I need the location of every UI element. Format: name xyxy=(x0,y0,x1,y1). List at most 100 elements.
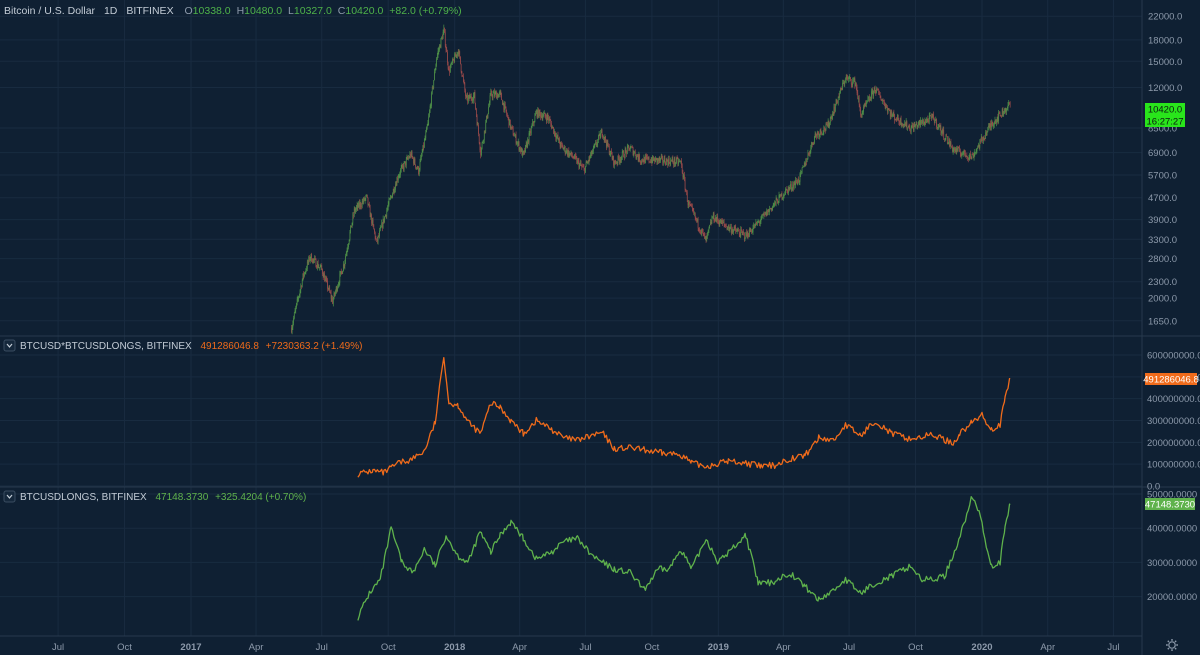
candle-body xyxy=(616,162,617,164)
y-tick-label: 12000.0 xyxy=(1148,83,1182,94)
candle-body xyxy=(764,212,766,215)
candle-body xyxy=(694,213,696,219)
candle-body xyxy=(322,274,324,278)
candle-body xyxy=(845,77,847,81)
candle-body xyxy=(368,204,370,206)
candle-body xyxy=(851,83,853,85)
candle-body xyxy=(835,105,836,112)
pane2-collapse-button[interactable] xyxy=(3,339,16,352)
candle-body xyxy=(291,328,292,333)
candle-body xyxy=(868,97,870,100)
candle-body xyxy=(561,142,562,145)
candle-body xyxy=(739,234,741,237)
candle-body xyxy=(396,178,398,186)
candle-body xyxy=(731,230,733,233)
candle-body xyxy=(486,115,488,119)
candle-body xyxy=(878,89,880,94)
pane3-collapse-button[interactable] xyxy=(3,490,16,503)
candle-body xyxy=(716,216,718,221)
candle-body xyxy=(720,219,721,223)
bar-countdown-badge[interactable]: 16:27:27 xyxy=(1145,115,1185,128)
candle-body xyxy=(382,222,383,228)
candle-body xyxy=(790,184,791,187)
candle-body xyxy=(592,151,593,155)
candle-body xyxy=(741,229,742,232)
candle-body xyxy=(751,230,752,233)
pane3-last-value-badge[interactable]: 47148.3730 xyxy=(1145,498,1195,511)
candle-body xyxy=(652,156,654,161)
candle-body xyxy=(837,101,838,103)
gear-icon[interactable] xyxy=(1166,639,1178,651)
y-tick-label: 22000.0 xyxy=(1148,12,1182,23)
candle-body xyxy=(625,149,627,151)
candle-body xyxy=(418,169,420,175)
candle-body xyxy=(888,109,890,110)
candle-body xyxy=(819,129,821,135)
candle-body xyxy=(416,167,417,169)
candle-body xyxy=(710,221,712,224)
candle-body xyxy=(699,229,700,232)
candle-body xyxy=(301,279,303,287)
y-tick-label: 6900.0 xyxy=(1148,148,1177,159)
candle-body xyxy=(884,105,886,109)
candle-body xyxy=(578,160,580,168)
candle-body xyxy=(715,217,716,222)
candle-body xyxy=(525,145,526,153)
candle-body xyxy=(643,157,645,163)
candle-body xyxy=(470,95,471,99)
candle-body xyxy=(423,140,425,148)
candle-body xyxy=(619,159,621,162)
bar-countdown-bg xyxy=(1145,115,1185,127)
candle-body xyxy=(775,201,776,204)
candle-body xyxy=(372,219,374,225)
main-legend[interactable]: Bitcoin / U.S. Dollar 1D BITFINEX O10338… xyxy=(4,5,462,17)
candle-body xyxy=(978,144,980,148)
candle-body xyxy=(674,158,676,164)
candle-body xyxy=(826,123,828,125)
candle-body xyxy=(761,215,763,220)
candle-body xyxy=(312,258,314,263)
candle-body xyxy=(588,156,590,162)
pane3-collapse-box[interactable] xyxy=(3,490,16,503)
candle-body xyxy=(432,87,434,88)
candle-body xyxy=(561,144,563,146)
candle-body xyxy=(454,54,456,63)
candle-body xyxy=(811,142,813,145)
last-price-badge[interactable]: 10420.0 xyxy=(1145,103,1185,116)
candle-body xyxy=(822,133,823,135)
candle-body xyxy=(675,162,677,164)
candle-body xyxy=(558,138,560,140)
candle-body xyxy=(634,151,635,153)
candle-body xyxy=(856,86,858,93)
candle-body xyxy=(821,132,822,134)
candle-body xyxy=(773,203,775,206)
pane3-legend[interactable]: BTCUSDLONGS, BITFINEX 47148.3730 +325.42… xyxy=(20,492,306,503)
pane2-legend[interactable]: BTCUSD*BTCUSDLONGS, BITFINEX 491286046.8… xyxy=(20,341,362,352)
ohlc-close-label: C xyxy=(338,5,346,17)
candle-body xyxy=(645,156,646,164)
candle-body xyxy=(717,216,718,221)
candle-body xyxy=(585,166,586,173)
candle-body xyxy=(577,160,579,161)
candle-body xyxy=(972,154,973,156)
candle-body xyxy=(470,95,472,99)
candle-body xyxy=(688,201,690,206)
pane2-last-value-badge[interactable]: 491286046.8 xyxy=(1143,373,1199,386)
candle-body xyxy=(404,161,406,163)
candle-body xyxy=(377,239,378,242)
pane2-badge-bg xyxy=(1145,373,1197,385)
candle-body xyxy=(421,155,422,158)
candle-body xyxy=(759,221,760,223)
candle-body xyxy=(703,232,705,234)
candle-body xyxy=(700,232,702,233)
candle-body xyxy=(341,271,343,274)
candle-body xyxy=(943,129,945,139)
candle-body xyxy=(810,146,812,153)
candle-body xyxy=(812,142,814,145)
candle-body xyxy=(797,178,799,185)
candle-body xyxy=(311,254,312,262)
candle-body xyxy=(730,226,731,228)
pane2-collapse-box[interactable] xyxy=(3,339,16,352)
candle-body xyxy=(707,229,709,233)
candle-body xyxy=(465,90,466,97)
